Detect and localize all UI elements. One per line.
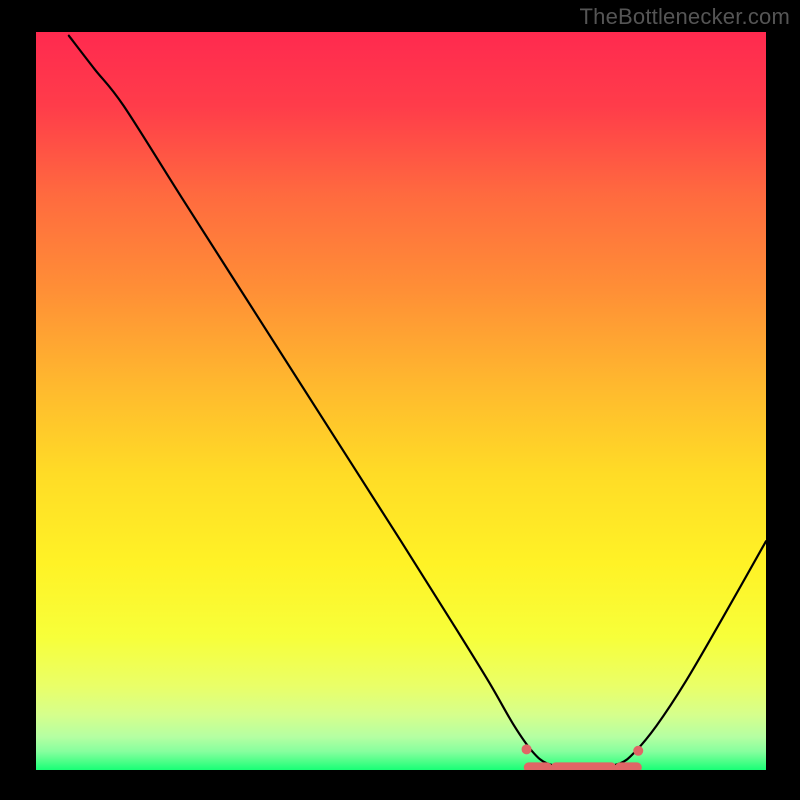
optimal-range-marker <box>522 744 644 767</box>
bottleneck-curve <box>69 36 766 768</box>
watermark-text: TheBottlenecker.com <box>580 4 790 30</box>
plot-area <box>36 32 766 770</box>
curve-overlay <box>36 32 766 770</box>
chart-container: TheBottlenecker.com <box>0 0 800 800</box>
